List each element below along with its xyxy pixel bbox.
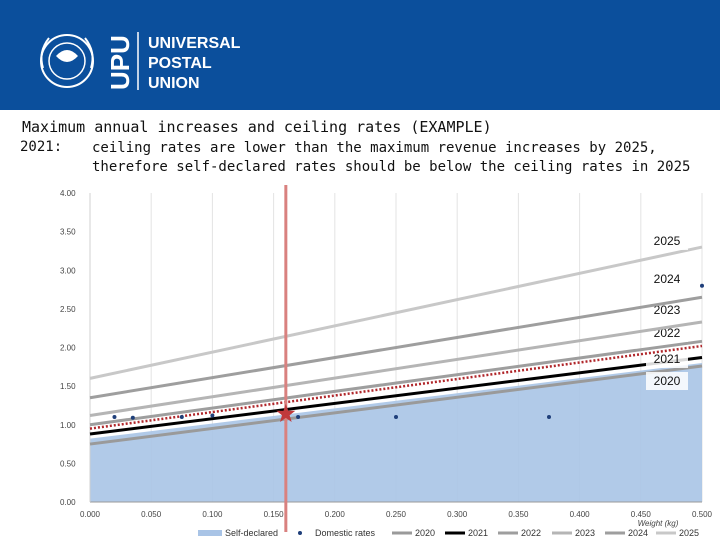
domestic-rate-point — [179, 415, 184, 420]
legend-label: 2021 — [468, 528, 488, 538]
series-label-bg-2020 — [646, 372, 688, 390]
domestic-rate-point — [547, 415, 551, 420]
org-name-line-3: UNION — [148, 75, 200, 92]
x-tick-label: 0.450 — [631, 510, 652, 519]
series-label-2021: 2021 — [654, 352, 681, 366]
series-label-2024: 2024 — [654, 272, 681, 286]
legend-label: Self-declared — [225, 528, 278, 538]
domestic-rate-point — [700, 283, 704, 288]
domestic-rate-point — [112, 415, 117, 420]
x-axis-title: Weight (kg) — [638, 519, 679, 528]
series-label-bg-2025 — [646, 232, 688, 250]
header-banner: UPU UNIVERSAL POSTAL UNION — [0, 0, 720, 110]
y-tick-label: 3.00 — [60, 266, 76, 275]
series-label-bg-2021 — [646, 350, 688, 368]
legend-label: 2022 — [521, 528, 541, 538]
legend-label: 2024 — [628, 528, 648, 538]
x-tick-label: 0.250 — [386, 510, 407, 519]
series-line-2020 — [89, 364, 703, 446]
domestic-rate-point — [130, 415, 135, 420]
y-tick-label: 0.00 — [60, 498, 76, 507]
legend-swatch-domestic-rates — [298, 531, 302, 535]
y-tick-label: 2.50 — [60, 305, 76, 314]
org-name-line-2: POSTAL — [148, 55, 212, 72]
x-tick-label: 0.050 — [141, 510, 162, 519]
legend-label: 2020 — [415, 528, 435, 538]
y-tick-label: 1.50 — [60, 382, 76, 391]
x-tick-label: 0.200 — [325, 510, 346, 519]
slide-title: Maximum annual increases and ceiling rat… — [22, 118, 492, 136]
slide-subtitle: ceiling rates are lower than the maximum… — [92, 140, 691, 175]
series-line-2022 — [89, 339, 703, 427]
x-tick-label: 0.000 — [80, 510, 101, 519]
y-tick-label: 4.00 — [60, 189, 76, 198]
x-tick-label: 0.100 — [202, 510, 223, 519]
x-tick-label: 0.150 — [264, 510, 285, 519]
legend-swatch-self-declared — [198, 530, 222, 536]
x-tick-label: 0.350 — [508, 510, 529, 519]
y-tick-label: 1.00 — [60, 421, 76, 430]
domestic-rate-point — [296, 415, 301, 420]
series-label-2023: 2023 — [654, 303, 681, 317]
max-increase-dotted-line — [89, 344, 703, 430]
y-tick-label: 2.00 — [60, 344, 76, 353]
y-tick-label: 0.50 — [60, 459, 76, 468]
x-tick-label: 0.400 — [570, 510, 591, 519]
series-label-2025: 2025 — [654, 234, 681, 248]
domestic-rate-point — [394, 415, 398, 420]
y-tick-label: 3.50 — [60, 228, 76, 237]
org-abbr: UPU — [105, 35, 135, 90]
series-label-bg-2024 — [646, 270, 688, 288]
self-declared-area — [90, 362, 702, 502]
series-label-2020: 2020 — [654, 374, 681, 388]
legend-label: Domestic rates — [315, 528, 376, 538]
series-line-2023 — [89, 320, 703, 417]
series-line-2025 — [89, 245, 703, 380]
series-line-2024 — [89, 295, 703, 400]
x-tick-label: 0.500 — [692, 510, 713, 519]
legend-label: 2025 — [679, 528, 699, 538]
x-tick-label: 0.300 — [447, 510, 468, 519]
upu-logo: UPU UNIVERSAL POSTAL UNION — [34, 28, 249, 94]
series-line-2021 — [89, 356, 703, 436]
legend-label: 2023 — [575, 528, 595, 538]
star-icon — [276, 403, 296, 422]
year-label: 2021: — [20, 139, 63, 155]
domestic-rate-point — [210, 413, 215, 418]
org-name-line-1: UNIVERSAL — [148, 35, 241, 52]
